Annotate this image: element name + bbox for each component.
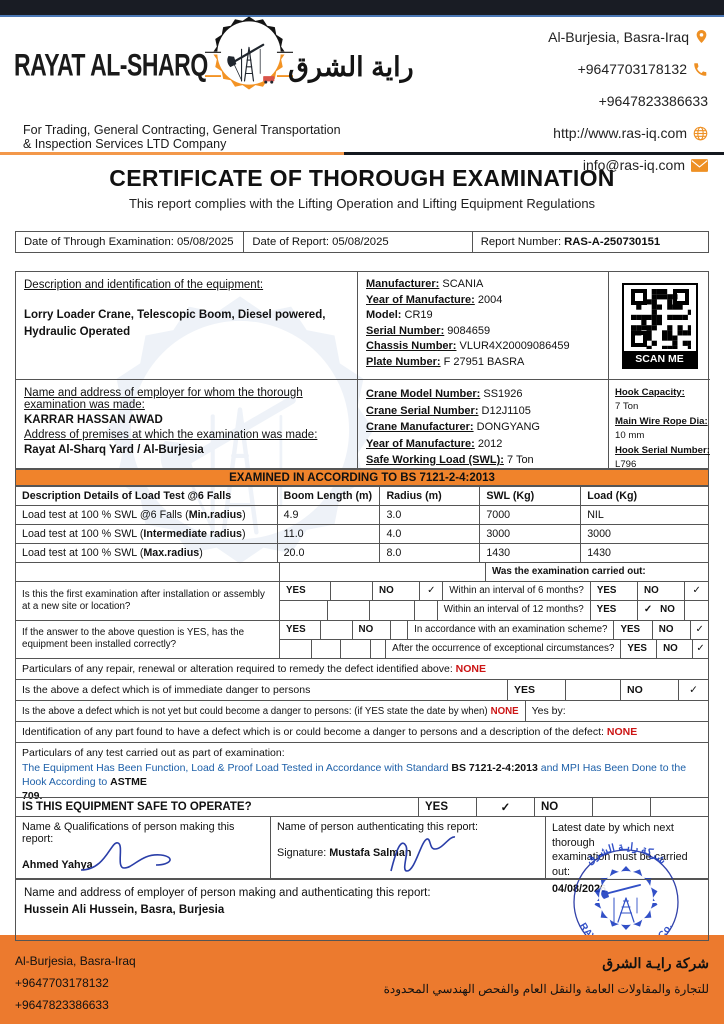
svg-text:شركة رايـة الشرق: شركة رايـة الشرق: [584, 841, 668, 867]
